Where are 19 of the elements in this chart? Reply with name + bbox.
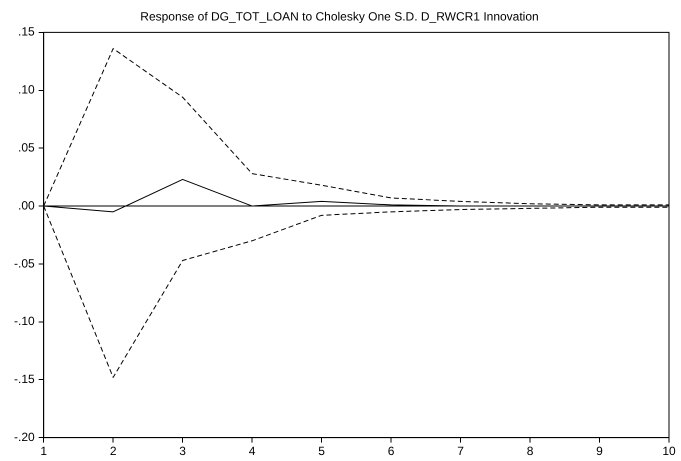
y-tick-label: .00	[18, 198, 35, 212]
chart-title: Response of DG_TOT_LOAN to Cholesky One S.D. D_RWCR1 Innovation	[140, 10, 539, 24]
y-tick-label: .05	[18, 140, 35, 154]
x-tick-label: 4	[248, 444, 256, 458]
x-tick-label: 2	[110, 444, 117, 458]
x-tick-label: 7	[457, 444, 464, 458]
x-tick-label: 10	[662, 444, 676, 458]
x-tick-label: 3	[179, 444, 186, 458]
y-tick-label: -.20	[14, 430, 35, 444]
x-tick-label: 6	[388, 444, 395, 458]
x-tick-label: 9	[596, 444, 604, 458]
y-tick-label: .10	[18, 82, 35, 97]
y-tick-label: -.15	[14, 372, 35, 386]
y-tick-label: -.05	[14, 256, 35, 270]
x-tick-label: 1	[40, 444, 48, 458]
y-tick-label: -.10	[14, 314, 35, 328]
x-tick-label: 5	[318, 444, 326, 458]
x-tick-label: 8	[526, 444, 534, 458]
y-tick-label: .15	[18, 24, 35, 39]
